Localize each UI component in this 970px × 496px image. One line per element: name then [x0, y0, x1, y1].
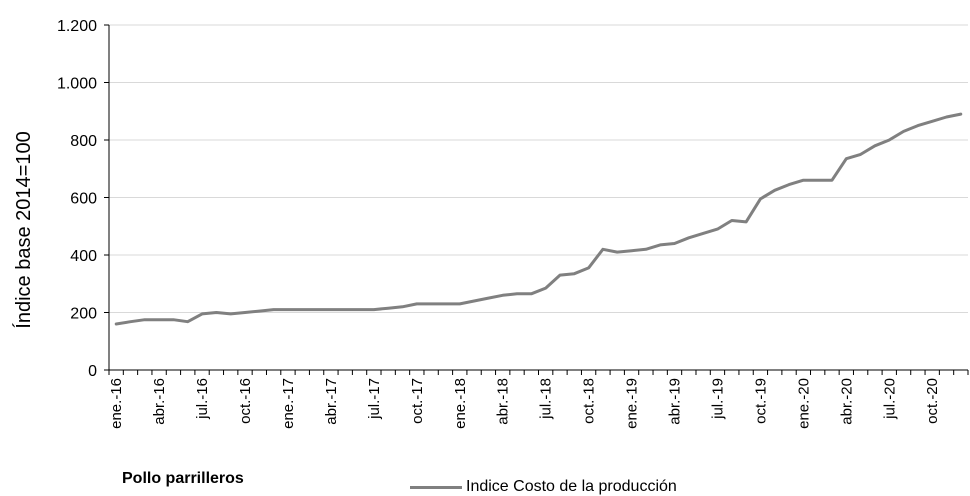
y-axis: 0 200 400 600 800 1.000 1.200 [57, 18, 110, 380]
x-tick-label: oct.-16 [237, 378, 254, 424]
legend: Indice Costo de la producción [410, 478, 677, 496]
y-tick-label: 400 [70, 248, 97, 265]
x-tick-label: ene.-17 [280, 378, 297, 429]
x-tick-label: ene.-20 [795, 378, 812, 429]
x-tick-label: jul.-16 [194, 378, 211, 420]
x-tick-label: ene.-19 [624, 378, 641, 429]
y-tick-label: 600 [70, 191, 97, 208]
x-tick-label: jul.-18 [538, 378, 555, 420]
x-tick-label: oct.-18 [581, 378, 598, 424]
x-axis: ene.-16 abr.-16 jul.-16 oct.-16 ene.-17 abr.-… [108, 369, 969, 429]
x-tick-label: abr.-20 [838, 378, 855, 425]
legend-label: Indice Costo de la producción [466, 478, 677, 495]
series-line [114, 112, 963, 326]
x-tick-label: abr.-19 [667, 378, 684, 425]
x-tick-label: jul.-19 [709, 378, 726, 420]
gridlines [109, 24, 968, 313]
y-tick-label: 800 [70, 133, 97, 150]
series-group [114, 112, 963, 326]
legend-swatch [410, 485, 462, 489]
x-tick-label: ene.-18 [452, 378, 469, 429]
x-tick-label: abr.-17 [323, 378, 340, 425]
x-tick-label: jul.-20 [881, 378, 898, 420]
x-tick-label: ene.-16 [108, 378, 125, 429]
x-tick-label: abr.-18 [495, 378, 512, 425]
y-tick-label: 200 [70, 306, 97, 323]
x-tick-label: oct.-19 [752, 378, 769, 424]
x-tick-label: oct.-17 [409, 378, 426, 424]
y-tick-label: 0 [88, 363, 97, 380]
chart-subtitle: Pollo parrilleros [122, 470, 244, 487]
x-tick-label: jul.-17 [366, 378, 383, 420]
y-axis-title: Índice base 2014=100 [12, 131, 35, 328]
x-tick-label: abr.-16 [151, 378, 168, 425]
y-tick-label: 1.200 [57, 18, 97, 35]
x-tick-label: oct.-20 [924, 378, 941, 424]
y-tick-label: 1.000 [57, 76, 97, 93]
